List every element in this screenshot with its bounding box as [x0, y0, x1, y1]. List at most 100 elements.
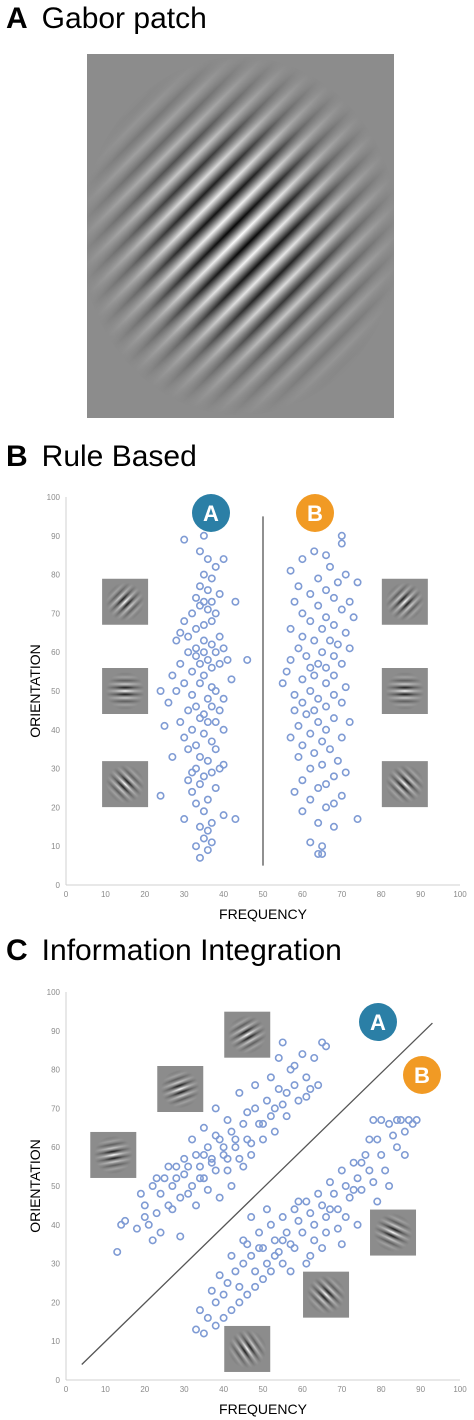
scatter-point-a — [235, 1154, 244, 1163]
scatter-point-b — [278, 1259, 287, 1268]
scatter-point-b — [306, 795, 315, 804]
scatter-point-a — [188, 667, 197, 676]
x-tick-label: 80 — [377, 1385, 386, 1394]
scatter-point-b — [286, 1267, 295, 1276]
scatter-point-a — [215, 632, 224, 641]
scatter-point-b — [298, 776, 307, 785]
scatter-point-b — [306, 590, 315, 599]
y-tick-label: 80 — [51, 1066, 60, 1075]
scatter-point-b — [314, 659, 323, 668]
scatter-point-a — [180, 1170, 189, 1179]
scatter-point-a — [184, 745, 193, 754]
scatter-point-a — [298, 1050, 307, 1059]
scatter-point-a — [199, 1150, 208, 1159]
scatter-point-a — [215, 659, 224, 668]
scatter-point-b — [278, 1236, 287, 1245]
scatter-point-b — [294, 721, 303, 730]
x-tick-label: 50 — [259, 1385, 268, 1394]
scatter-point-b — [294, 1216, 303, 1225]
scatter-point-a — [168, 1182, 177, 1191]
scatter-point-b — [365, 1166, 374, 1175]
scatter-point-b — [329, 772, 338, 781]
scatter-point-b — [322, 613, 331, 622]
scatter-point-b — [274, 1247, 283, 1256]
scatter-point-b — [243, 1290, 252, 1299]
scatter-point-a — [203, 718, 212, 727]
scatter-point-a — [188, 1182, 197, 1191]
scatter-point-b — [329, 690, 338, 699]
scatter-point-a — [274, 1053, 283, 1062]
scatter-point-b — [314, 601, 323, 610]
scatter-point-a — [207, 838, 216, 847]
category-b-badge — [296, 494, 334, 532]
scatter-point-b — [392, 1116, 401, 1125]
scatter-point-a — [310, 1053, 319, 1062]
scatter-point-b — [298, 807, 307, 816]
scatter-point-a — [164, 698, 173, 707]
scatter-point-a — [211, 745, 220, 754]
scatter-point-b — [329, 593, 338, 602]
scatter-point-b — [408, 1119, 417, 1128]
y-tick-label: 20 — [51, 1298, 60, 1307]
scatter-point-b — [306, 687, 315, 696]
scatter-point-b — [341, 1213, 350, 1222]
panel-a-title: Gabor patch — [41, 2, 207, 35]
scatter-point-a — [121, 1216, 130, 1225]
gabor-inset-image — [102, 578, 149, 625]
y-tick-label: 40 — [51, 1221, 60, 1230]
x-tick-label: 20 — [140, 1385, 149, 1394]
scatter-point-a — [180, 617, 189, 626]
scatter-point-b — [302, 710, 311, 719]
scatter-point-b — [262, 1205, 271, 1214]
scatter-point-a — [203, 694, 212, 703]
scatter-point-b — [322, 586, 331, 595]
scatter-point-b — [302, 652, 311, 661]
scatter-point-a — [152, 1209, 161, 1218]
scatter-point-b — [322, 780, 331, 789]
scatter-point-b — [286, 566, 295, 575]
scatter-point-a — [203, 756, 212, 765]
scatter-point-a — [207, 1158, 216, 1167]
scatter-point-b — [310, 547, 319, 556]
scatter-point-b — [255, 1244, 264, 1253]
scatter-point-b — [322, 803, 331, 812]
scatter-point-a — [219, 694, 228, 703]
scatter-point-b — [282, 1228, 291, 1237]
scatter-point-b — [262, 1259, 271, 1268]
y-tick-label: 70 — [51, 609, 60, 618]
scatter-point-a — [219, 760, 228, 769]
x-tick-label: 20 — [140, 890, 149, 899]
scatter-point-b — [286, 733, 295, 742]
scatter-point-b — [341, 628, 350, 637]
scatter-point-b — [306, 838, 315, 847]
scatter-point-b — [353, 815, 362, 824]
scatter-point-b — [322, 1213, 331, 1222]
scatter-point-a — [211, 1131, 220, 1140]
scatter-point-a — [199, 1123, 208, 1132]
scatter-point-b — [318, 737, 327, 746]
scatter-point-b — [310, 671, 319, 680]
scatter-point-a — [207, 818, 216, 827]
scatter-point-a — [156, 791, 165, 800]
y-tick-label: 10 — [51, 1337, 60, 1346]
y-tick-label: 60 — [51, 1143, 60, 1152]
scatter-point-a — [211, 648, 220, 657]
scatter-point-b — [329, 822, 338, 831]
scatter-point-b — [219, 1313, 228, 1322]
scatter-point-b — [306, 663, 315, 672]
scatter-point-b — [255, 1228, 264, 1237]
gabor-inset-image — [370, 1209, 417, 1256]
scatter-point-b — [192, 1325, 201, 1334]
scatter-point-a — [156, 687, 165, 696]
scatter-point-b — [211, 1321, 220, 1330]
scatter-point-a — [274, 1085, 283, 1094]
scatter-point-b — [219, 1290, 228, 1299]
gabor-inset-image — [381, 668, 428, 714]
scatter-point-a — [270, 1127, 279, 1136]
scatter-point-b — [223, 1278, 232, 1287]
scatter-point-b — [392, 1143, 401, 1152]
scatter-point-a — [223, 1166, 232, 1175]
scatter-point-b — [310, 1236, 319, 1245]
scatter-point-a — [207, 640, 216, 649]
y-tick-label: 60 — [51, 648, 60, 657]
